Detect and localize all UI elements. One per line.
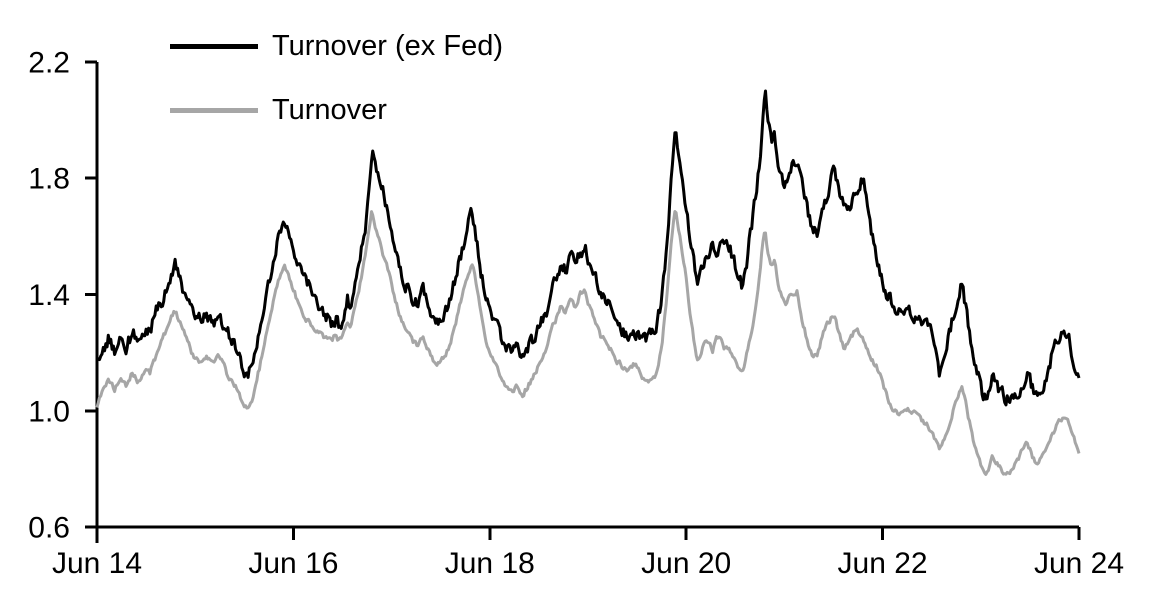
y-tick-label: 1.0	[28, 395, 70, 428]
x-tick-label: Jun 14	[52, 547, 142, 580]
series-line-turnover	[95, 210, 1081, 476]
legend-item-turnover-ex-fed: Turnover (ex Fed)	[170, 26, 503, 66]
gray-line-swatch-icon	[170, 107, 258, 113]
axes	[85, 60, 1081, 543]
x-tick-label: Jun 18	[445, 547, 535, 580]
legend-label-turnover: Turnover	[272, 93, 387, 126]
legend: Turnover (ex Fed) Turnover	[170, 26, 503, 130]
x-tick-label: Jun 20	[641, 547, 731, 580]
x-tick-label: Jun 24	[1034, 547, 1124, 580]
x-tick-label: Jun 22	[838, 547, 928, 580]
series-line-turnover-ex-fed	[95, 89, 1081, 407]
x-tick-label: Jun 16	[248, 547, 338, 580]
y-tick-label: 1.8	[28, 163, 70, 196]
legend-item-turnover: Turnover	[170, 90, 503, 130]
black-line-swatch-icon	[170, 43, 258, 49]
y-tick-label: 2.2	[28, 47, 70, 80]
legend-label-turnover-ex-fed: Turnover (ex Fed)	[272, 29, 503, 62]
y-tick-label: 0.6	[28, 512, 70, 545]
y-tick-label: 1.4	[28, 279, 70, 312]
